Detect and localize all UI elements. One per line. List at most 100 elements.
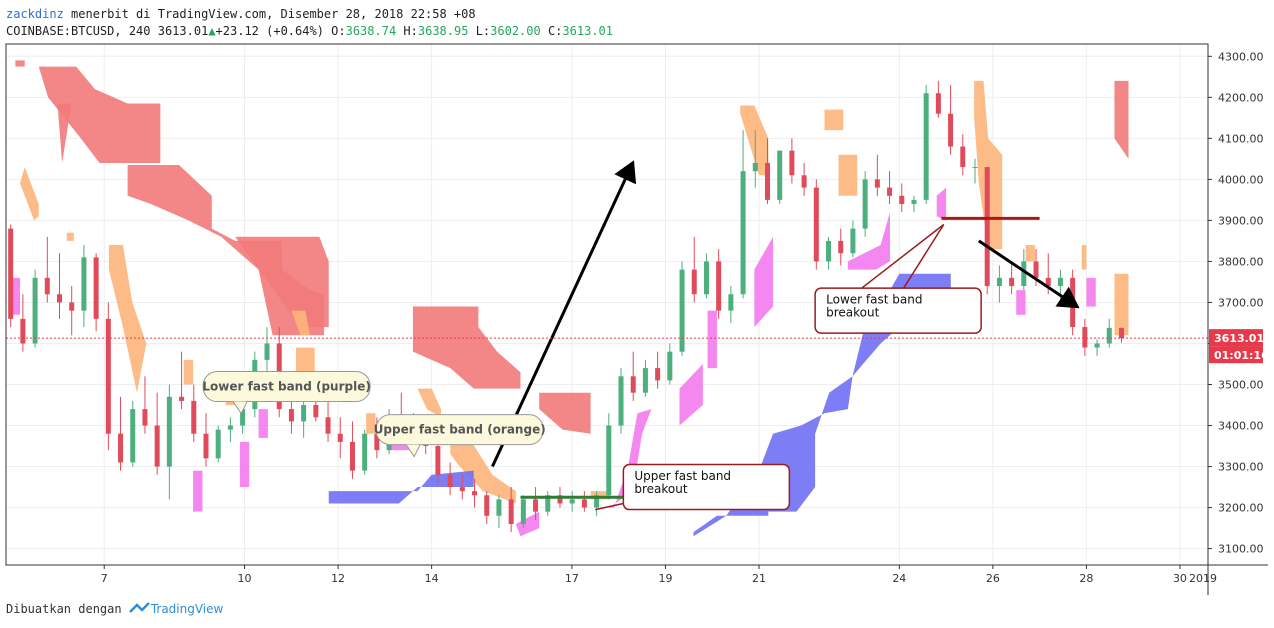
footer: Dibuatkan dengan TradingView xyxy=(6,602,223,616)
candle xyxy=(948,85,954,155)
candle-body xyxy=(459,487,465,492)
red-band xyxy=(412,306,521,389)
candle-body xyxy=(691,269,697,295)
y-tick-label: 3200.00 xyxy=(1218,502,1264,515)
tradingview-brand[interactable]: TradingView xyxy=(150,602,224,616)
candle xyxy=(618,368,624,434)
candle-body xyxy=(887,187,893,196)
candle-body xyxy=(215,429,221,459)
candle-body xyxy=(679,269,685,352)
candle-body xyxy=(545,495,551,512)
candle-body xyxy=(716,261,722,311)
candle xyxy=(215,425,221,463)
y-tick-label: 4300.00 xyxy=(1218,50,1264,63)
candle-body xyxy=(81,257,87,311)
candle-body xyxy=(569,499,575,504)
candle-body xyxy=(618,376,624,426)
callout-text: breakout xyxy=(826,306,879,320)
candle-body xyxy=(1045,277,1051,287)
orange-band xyxy=(740,105,769,176)
candle-body xyxy=(764,162,770,200)
candle-body xyxy=(874,179,880,188)
y-tick-label: 4000.00 xyxy=(1218,173,1264,186)
candle-body xyxy=(606,425,612,496)
low-value: 3602.00 xyxy=(490,24,541,38)
candle xyxy=(447,462,453,496)
purple-band xyxy=(1016,290,1026,315)
candle xyxy=(1082,318,1088,356)
candle-body xyxy=(1082,327,1088,348)
red-band xyxy=(57,103,72,163)
last-price: 3613.01 xyxy=(157,24,209,38)
candle-body xyxy=(349,441,355,471)
red-band xyxy=(34,66,161,163)
x-tick-label: 12 xyxy=(331,572,345,585)
candle-body xyxy=(484,495,490,516)
author-name[interactable]: zackdinz xyxy=(6,7,64,21)
price-tag xyxy=(1209,329,1263,347)
candle-body xyxy=(740,171,746,295)
candle-body xyxy=(435,446,441,475)
made-with-label: Dibuatkan dengan xyxy=(6,602,122,616)
candle xyxy=(337,417,343,459)
candle-body xyxy=(191,400,197,434)
candle-body xyxy=(911,199,917,204)
candle xyxy=(752,130,758,188)
y-tick-label: 3800.00 xyxy=(1218,255,1264,268)
callout-tail xyxy=(405,444,421,458)
candle-body xyxy=(862,179,868,229)
close-label: C: xyxy=(547,24,563,38)
symbol-label[interactable]: COINBASE:BTCUSD, 240 xyxy=(6,24,151,38)
orange-band xyxy=(838,154,858,196)
candle-body xyxy=(642,368,648,393)
candle xyxy=(703,253,709,299)
open-value: 3638.74 xyxy=(345,24,397,38)
high-value: 3638.95 xyxy=(417,24,469,38)
candle-body xyxy=(8,228,14,319)
callout-pointer xyxy=(842,223,945,304)
orange-band xyxy=(66,232,74,241)
candle xyxy=(874,154,880,196)
purple-band xyxy=(847,212,890,270)
candle xyxy=(1094,339,1100,356)
candle xyxy=(911,195,917,213)
candle xyxy=(130,400,136,467)
candle xyxy=(8,224,14,328)
x-tick-label: 17 xyxy=(565,572,579,585)
x-tick-label: 24 xyxy=(892,572,906,585)
candle xyxy=(826,236,832,270)
candle xyxy=(20,294,26,352)
x-tick-label: 19 xyxy=(658,572,672,585)
orange-band xyxy=(824,109,844,131)
purple-band xyxy=(936,187,947,221)
candle xyxy=(594,491,600,516)
candle-body xyxy=(1033,261,1039,278)
candle-body xyxy=(630,376,636,393)
y-tick-label: 3100.00 xyxy=(1218,543,1264,556)
callout-text: Lower fast band (purple) xyxy=(202,380,370,394)
candle-body xyxy=(533,499,539,512)
candle-body xyxy=(301,405,307,422)
y-tick-label: 3500.00 xyxy=(1218,378,1264,391)
candle-body xyxy=(1021,261,1027,287)
chart-axes: 3100.003200.003300.003400.003500.003600.… xyxy=(5,43,1269,595)
countdown-tag-text: 01:01:16 xyxy=(1214,349,1269,362)
purple-band xyxy=(707,310,717,369)
orange-band xyxy=(450,437,516,504)
candle xyxy=(179,351,185,410)
candle xyxy=(1106,318,1112,348)
candle-body xyxy=(166,396,172,467)
candle-body xyxy=(1118,327,1124,339)
candle xyxy=(44,236,50,303)
candle xyxy=(1118,327,1124,343)
orange-band xyxy=(974,80,1003,250)
candle-body xyxy=(801,175,807,188)
purple-band xyxy=(679,363,703,426)
callout-tail xyxy=(232,401,248,415)
candle xyxy=(716,249,722,319)
candle xyxy=(32,269,38,348)
candle-body xyxy=(728,294,734,311)
candle-body xyxy=(44,277,50,295)
red-band xyxy=(127,165,325,336)
